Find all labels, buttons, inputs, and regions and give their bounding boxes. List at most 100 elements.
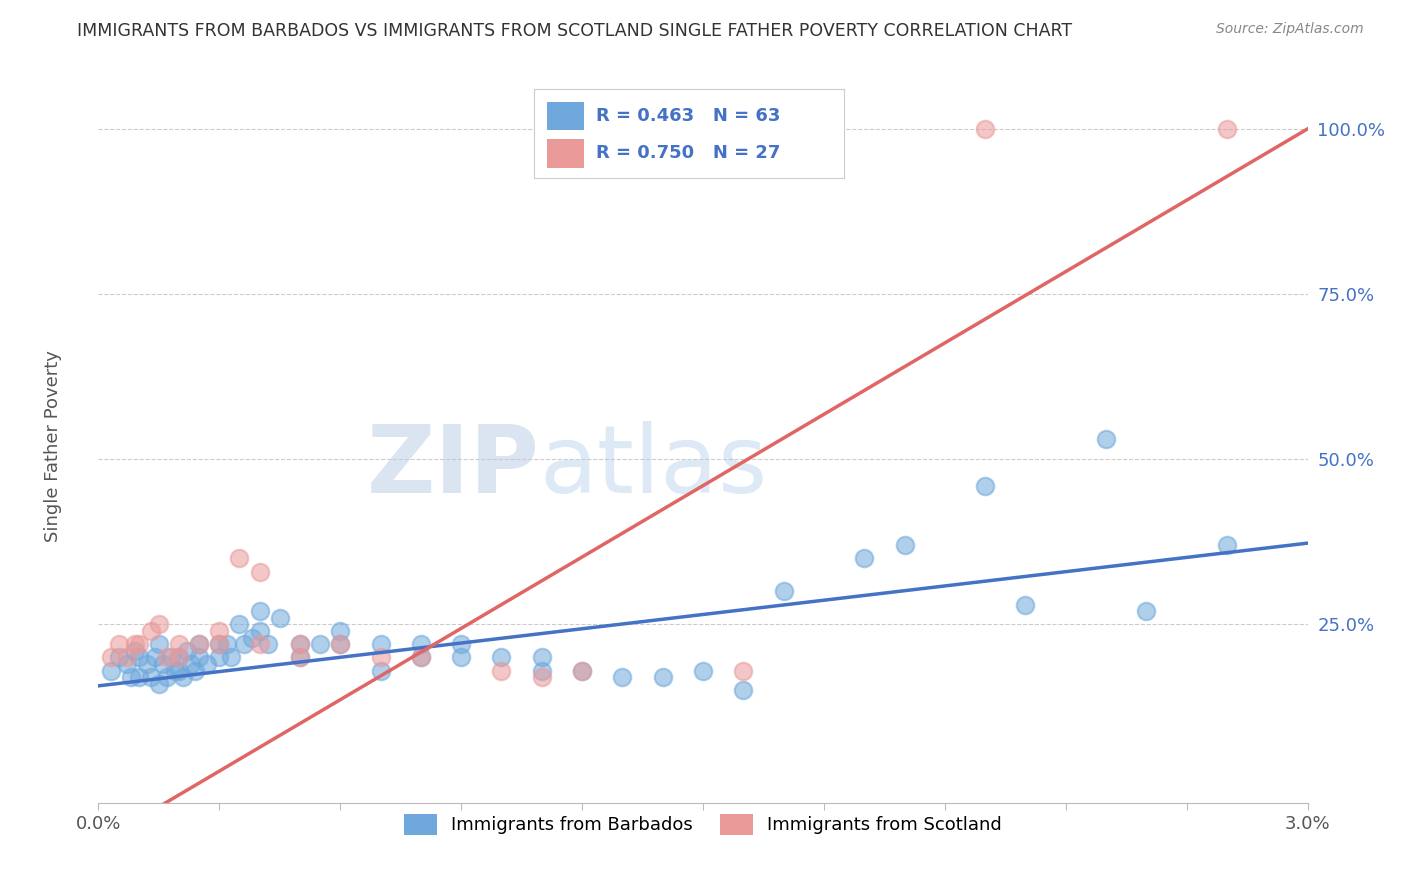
Point — [163, 664, 186, 678]
Point — [172, 670, 194, 684]
Point — [893, 538, 915, 552]
Legend: Immigrants from Barbados, Immigrants from Scotland: Immigrants from Barbados, Immigrants fro… — [395, 805, 1011, 844]
Point — [288, 650, 311, 665]
Point — [107, 650, 129, 665]
Point — [195, 657, 218, 671]
Point — [107, 637, 129, 651]
Point — [329, 624, 352, 638]
Text: atlas: atlas — [540, 421, 768, 514]
Point — [1014, 598, 1036, 612]
Point — [450, 650, 472, 665]
Point — [692, 664, 714, 678]
Point — [1216, 538, 1239, 552]
Point — [1095, 433, 1118, 447]
Point — [1216, 121, 1239, 136]
Point — [120, 670, 142, 684]
Point — [733, 664, 755, 678]
Point — [100, 650, 122, 665]
Point — [269, 611, 291, 625]
Point — [256, 637, 278, 651]
Point — [612, 670, 634, 684]
Point — [530, 650, 553, 665]
Point — [232, 637, 254, 651]
Point — [180, 657, 202, 671]
Point — [160, 650, 183, 665]
Point — [135, 657, 157, 671]
Point — [370, 637, 392, 651]
Point — [167, 650, 190, 665]
Point — [124, 637, 146, 651]
Point — [409, 650, 432, 665]
Point — [139, 624, 162, 638]
Point — [176, 644, 198, 658]
Point — [152, 657, 174, 671]
Point — [208, 637, 231, 651]
Point — [167, 664, 190, 678]
Point — [128, 670, 150, 684]
Point — [148, 617, 170, 632]
Point — [188, 650, 211, 665]
Point — [288, 650, 311, 665]
Point — [100, 664, 122, 678]
Point — [309, 637, 332, 651]
Point — [188, 637, 211, 651]
Point — [974, 121, 997, 136]
Point — [530, 664, 553, 678]
Point — [128, 650, 150, 665]
Point — [184, 664, 207, 678]
Text: Source: ZipAtlas.com: Source: ZipAtlas.com — [1216, 22, 1364, 37]
Point — [228, 551, 250, 566]
Point — [249, 624, 271, 638]
Point — [156, 670, 179, 684]
Point — [288, 637, 311, 651]
Point — [853, 551, 876, 566]
Point — [139, 670, 162, 684]
Point — [156, 650, 179, 665]
Text: IMMIGRANTS FROM BARBADOS VS IMMIGRANTS FROM SCOTLAND SINGLE FATHER POVERTY CORRE: IMMIGRANTS FROM BARBADOS VS IMMIGRANTS F… — [77, 22, 1073, 40]
Point — [188, 637, 211, 651]
Point — [228, 617, 250, 632]
Point — [124, 644, 146, 658]
Point — [733, 683, 755, 698]
Point — [772, 584, 794, 599]
Point — [240, 631, 263, 645]
Point — [571, 664, 593, 678]
Text: R = 0.750   N = 27: R = 0.750 N = 27 — [596, 145, 780, 162]
Point — [128, 637, 150, 651]
Point — [571, 664, 593, 678]
Point — [491, 650, 513, 665]
Point — [450, 637, 472, 651]
Point — [167, 650, 190, 665]
Point — [249, 565, 271, 579]
Point — [530, 670, 553, 684]
Point — [148, 677, 170, 691]
Point — [249, 604, 271, 618]
Point — [208, 624, 231, 638]
Point — [329, 637, 352, 651]
FancyBboxPatch shape — [547, 139, 583, 168]
FancyBboxPatch shape — [547, 102, 583, 130]
Point — [370, 650, 392, 665]
Text: R = 0.463   N = 63: R = 0.463 N = 63 — [596, 107, 780, 125]
Point — [115, 657, 138, 671]
Point — [651, 670, 673, 684]
Point — [208, 650, 231, 665]
Point — [143, 650, 166, 665]
Point — [1135, 604, 1157, 618]
Point — [148, 637, 170, 651]
Point — [249, 637, 271, 651]
Text: ZIP: ZIP — [367, 421, 540, 514]
Point — [974, 478, 997, 492]
Text: Single Father Poverty: Single Father Poverty — [45, 350, 62, 542]
Point — [409, 650, 432, 665]
Point — [370, 664, 392, 678]
Point — [217, 637, 239, 651]
Point — [491, 664, 513, 678]
Point — [221, 650, 243, 665]
Point — [115, 650, 138, 665]
Point — [288, 637, 311, 651]
Point — [208, 637, 231, 651]
Point — [329, 637, 352, 651]
Point — [167, 637, 190, 651]
Point — [409, 637, 432, 651]
